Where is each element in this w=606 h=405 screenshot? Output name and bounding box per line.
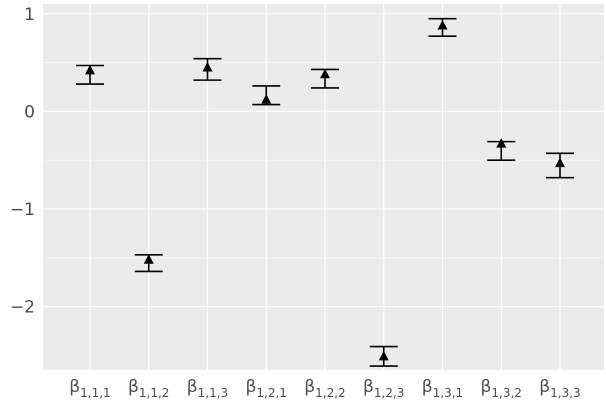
x-tick-label: β1,1,2 [128,377,169,400]
major-gridlines [43,4,604,370]
point-marker [261,94,272,104]
error-bar-group [252,85,281,106]
point-marker [437,19,448,30]
point-marker [378,350,389,361]
x-axis-ticks: β1,1,1 β1,1,2 β1,1,3 β1,2,1 β1,2,2 β1,2,3 β1,3… [69,377,580,400]
point-marker [202,61,213,72]
x-tick-label: β1,2,3 [363,377,404,400]
error-bar-group [487,138,516,161]
error-bar-group [134,254,163,273]
x-tick-label: β1,1,3 [187,377,228,400]
y-tick-label: −2 [10,298,35,318]
x-tick-label: β1,2,1 [246,377,287,400]
y-tick-label: −1 [10,200,35,220]
error-bar-group [76,64,104,85]
x-tick-label: β1,2,2 [304,377,345,400]
point-marker [320,68,330,79]
point-marker [143,254,154,264]
point-marker [85,64,95,75]
point-marker [496,138,507,148]
error-bar-group [193,57,222,81]
x-tick-label: β1,3,2 [481,377,522,400]
y-tick-label: 0 [24,102,35,122]
x-tick-label: β1,3,1 [422,377,463,400]
plot-panel [43,4,604,370]
error-bar-group [428,17,457,38]
data-marks [76,17,574,367]
x-tick-label: β1,3,3 [539,377,580,400]
error-bar-group [311,68,339,89]
y-tick-label: 1 [24,5,35,25]
y-axis-ticks: −2 −1 0 1 [10,5,35,318]
x-tick-label: β1,1,1 [69,377,110,400]
error-bar-group [369,345,398,367]
point-marker [555,157,565,168]
error-bar-group [546,152,574,179]
